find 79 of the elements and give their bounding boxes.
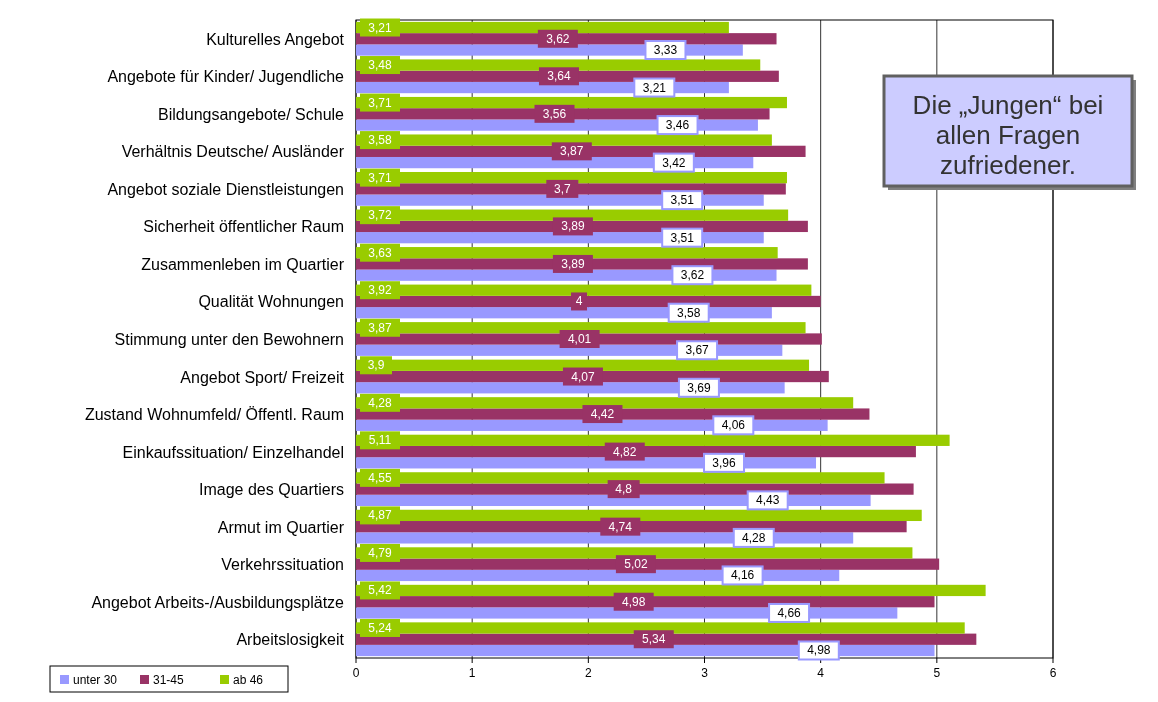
legend-label: unter 30 bbox=[73, 673, 118, 687]
y-tick-label: Qualität Wohnungen bbox=[198, 293, 344, 311]
data-label: 3,51 bbox=[670, 193, 695, 208]
data-label: 4,55 bbox=[368, 470, 392, 485]
data-label: 4,82 bbox=[613, 444, 637, 459]
data-label: 3,9 bbox=[367, 358, 385, 373]
data-label: 3,64 bbox=[547, 69, 571, 84]
data-label: 5,42 bbox=[368, 583, 392, 598]
data-label: 4,87 bbox=[368, 508, 392, 523]
y-tick-label: Image des Quartiers bbox=[199, 481, 344, 499]
x-tick-label: 4 bbox=[817, 666, 825, 680]
data-label: 3,63 bbox=[368, 245, 392, 260]
data-label: 3,21 bbox=[642, 80, 667, 95]
legend-label: ab 46 bbox=[233, 673, 264, 687]
data-label: 5,34 bbox=[642, 632, 666, 647]
data-label: 3,92 bbox=[368, 283, 392, 298]
data-label: 3,21 bbox=[368, 20, 392, 35]
x-tick-label: 5 bbox=[933, 666, 941, 680]
data-label: 3,69 bbox=[687, 380, 711, 395]
y-tick-label: Zustand Wohnumfeld/ Öffentl. Raum bbox=[84, 406, 344, 424]
data-label: 5,24 bbox=[368, 620, 392, 635]
data-label: 3,42 bbox=[662, 155, 686, 170]
x-tick-label: 3 bbox=[701, 666, 709, 680]
data-label: 3,62 bbox=[546, 31, 570, 46]
y-tick-label: Angebot Sport/ Freizeit bbox=[180, 368, 345, 386]
data-label: 4,07 bbox=[571, 369, 595, 384]
data-label: 4,43 bbox=[756, 493, 780, 508]
y-tick-label: Angebot Arbeits-/Ausbildungsplätze bbox=[91, 593, 345, 611]
data-label: 4,01 bbox=[567, 332, 592, 346]
data-label: 4,66 bbox=[777, 605, 802, 620]
data-label: 3,62 bbox=[680, 268, 705, 283]
y-tick-label: Verkehrssituation bbox=[221, 556, 344, 574]
data-label: 4 bbox=[575, 294, 583, 309]
data-label: 4,8 bbox=[615, 482, 633, 497]
data-label: 3,33 bbox=[653, 43, 678, 58]
y-tick-label: Kulturelles Angebot bbox=[206, 30, 345, 48]
data-label: 3,51 bbox=[670, 230, 695, 245]
y-tick-label: Angebot soziale Dienstleistungen bbox=[107, 180, 344, 198]
legend-label: 31-45 bbox=[153, 673, 185, 687]
data-label: 3,87 bbox=[560, 144, 584, 159]
x-tick-label: 1 bbox=[468, 666, 476, 680]
data-label: 3,96 bbox=[712, 455, 737, 470]
data-label: 3,89 bbox=[561, 256, 585, 271]
annotation: Die „Jungen“ bei allen Fragen zufriedener. bbox=[912, 90, 1104, 180]
data-label: 4,42 bbox=[590, 407, 615, 422]
data-label: 3,56 bbox=[542, 106, 567, 121]
x-tick-label: 2 bbox=[584, 666, 592, 680]
data-label: 4,28 bbox=[742, 530, 766, 545]
data-label: 3,58 bbox=[677, 305, 701, 320]
data-label: 4,98 bbox=[622, 594, 646, 609]
x-tick-label: 6 bbox=[1049, 666, 1057, 680]
data-label: 3,89 bbox=[561, 219, 585, 234]
y-tick-label: Einkaufssituation/ Einzelhandel bbox=[122, 443, 344, 461]
data-label: 3,87 bbox=[368, 320, 392, 335]
data-label: 3,48 bbox=[368, 58, 392, 73]
y-tick-label: Stimmung unter den Bewohnern bbox=[114, 331, 344, 348]
data-label: 4,16 bbox=[730, 568, 755, 583]
y-tick-label: Verhältnis Deutsche/ Ausländer bbox=[121, 143, 345, 161]
data-label: 3,7 bbox=[553, 181, 571, 196]
x-tick-label: 0 bbox=[352, 666, 360, 680]
data-label: 4,28 bbox=[368, 395, 392, 410]
data-label: 3,71 bbox=[368, 95, 392, 110]
data-label: 3,71 bbox=[368, 170, 392, 185]
data-label: 3,67 bbox=[685, 343, 710, 358]
data-label: 4,98 bbox=[807, 643, 831, 658]
data-label: 4,06 bbox=[721, 418, 746, 433]
y-tick-label: Sicherheit öffentlicher Raum bbox=[143, 218, 344, 236]
data-label: 5,11 bbox=[368, 433, 392, 448]
y-tick-label: Zusammenleben im Quartier bbox=[141, 255, 345, 273]
data-label: 4,74 bbox=[608, 519, 633, 534]
y-tick-label: Bildungsangebote/ Schule bbox=[158, 105, 345, 123]
data-label: 3,72 bbox=[368, 208, 392, 223]
data-label: 3,46 bbox=[665, 118, 690, 133]
data-label: 4,79 bbox=[368, 545, 392, 560]
y-tick-label: Angebote für Kinder/ Jugendliche bbox=[107, 68, 345, 86]
y-tick-label: Armut im Quartier bbox=[217, 518, 345, 536]
data-label: 5,02 bbox=[624, 557, 648, 572]
y-tick-label: Arbeitslosigkeit bbox=[236, 631, 345, 649]
data-label: 3,58 bbox=[368, 133, 392, 148]
